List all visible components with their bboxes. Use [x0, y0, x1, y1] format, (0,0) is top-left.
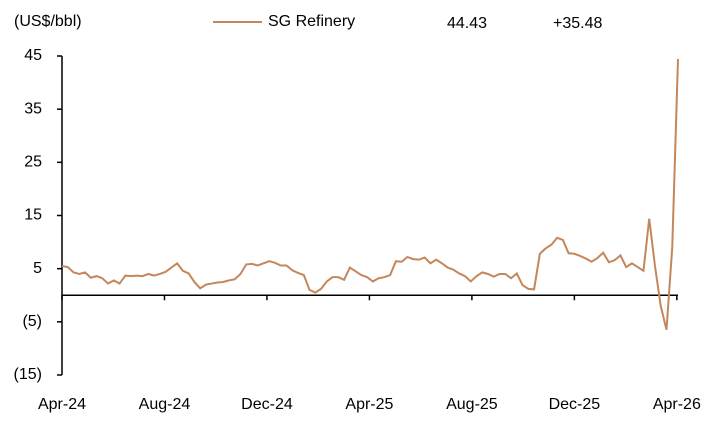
y-tick-label: 35	[24, 100, 42, 117]
y-axis-label: (US$/bbl)	[14, 13, 82, 30]
y-tick-label: 15	[24, 207, 42, 224]
legend-label: SG Refinery	[268, 13, 355, 30]
x-tick-label: Dec-25	[549, 396, 601, 413]
y-tick-label: 45	[24, 47, 42, 64]
x-tick-label: Dec-24	[241, 396, 293, 413]
x-tick-label: Apr-25	[345, 396, 393, 413]
x-tick-label: Aug-24	[139, 396, 191, 413]
x-tick-label: Apr-24	[38, 396, 86, 413]
line-series	[61, 58, 679, 331]
y-tick-label: 5	[33, 260, 42, 277]
y-tick-label: (15)	[14, 366, 42, 383]
y-tick-label: (5)	[22, 313, 42, 330]
x-tick-label: Aug-25	[446, 396, 498, 413]
annotation: 44.43	[447, 15, 487, 32]
x-tick-label: Apr-26	[653, 396, 701, 413]
y-tick-label: 25	[24, 154, 42, 171]
annotation: +35.48	[553, 15, 602, 32]
